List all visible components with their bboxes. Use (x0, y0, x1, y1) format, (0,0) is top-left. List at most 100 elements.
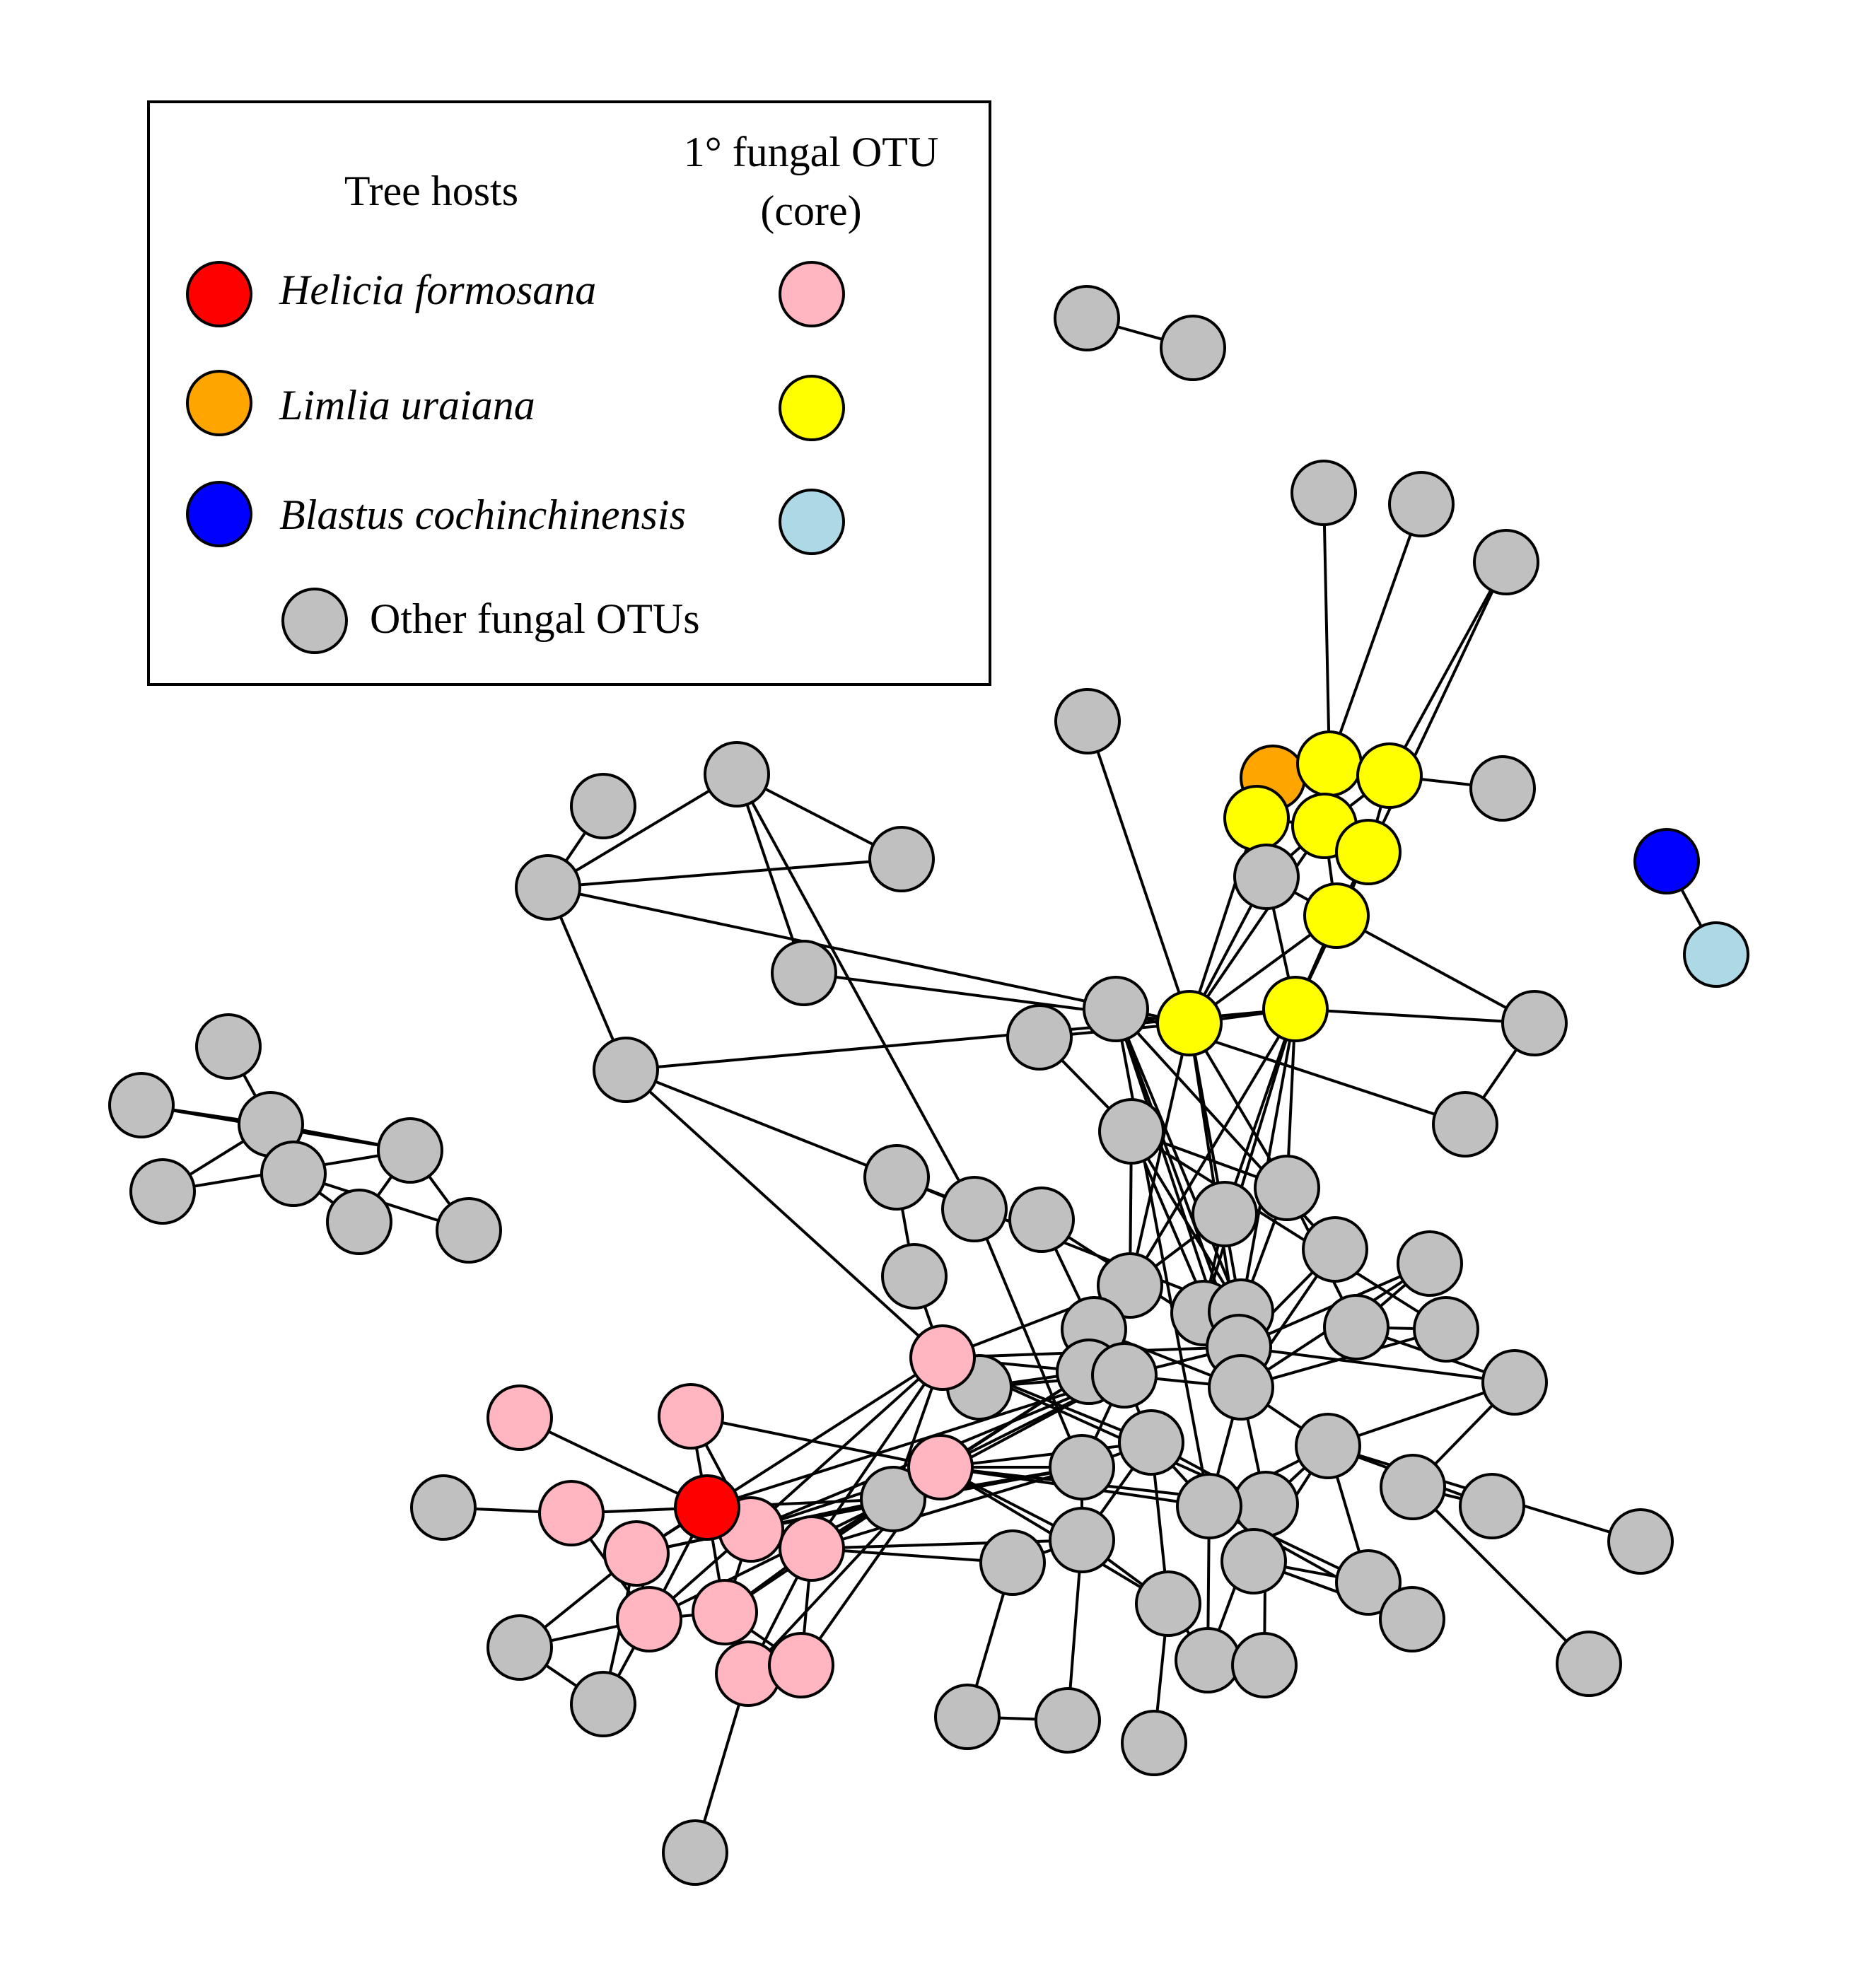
network-node-other (1035, 1687, 1101, 1754)
network-node-other (129, 1158, 196, 1225)
network-edge (706, 1374, 1125, 1509)
network-node-other (1481, 1349, 1548, 1416)
network-node-other (1192, 1181, 1258, 1247)
legend-helicia-host-swatch (186, 261, 252, 327)
network-node-other (1233, 1471, 1299, 1537)
network-node-other (860, 1466, 926, 1532)
network-node-other (1220, 1528, 1287, 1594)
network-node-other (436, 1197, 502, 1264)
network-node-other (1302, 1216, 1368, 1283)
network-node-other (1160, 315, 1226, 381)
legend-limlia-host-swatch (186, 370, 252, 436)
network-node-other (934, 1684, 1001, 1750)
network-edge (1129, 1022, 1191, 1286)
network-edge (519, 1416, 708, 1509)
network-edge (624, 1068, 944, 1359)
network-node-limlia-core (1356, 742, 1423, 809)
network-node-other (1006, 1004, 1073, 1071)
network-edge (547, 858, 902, 889)
network-node-other (1054, 688, 1121, 754)
network-node-other (1388, 471, 1455, 537)
network-node-other (1291, 460, 1357, 526)
network-node-limlia-core (1262, 976, 1329, 1042)
network-node-other (377, 1117, 443, 1184)
network-node-other (1432, 1091, 1498, 1158)
network-edge (1322, 492, 1331, 764)
network-node-other (1233, 844, 1300, 910)
network-edge (1114, 1008, 1242, 1312)
network-node-other (868, 826, 935, 892)
network-node-other (570, 773, 636, 839)
network-edge (690, 1415, 941, 1469)
network-node-helicia-core (603, 1520, 670, 1587)
network-node-other (1295, 1413, 1361, 1479)
network-edge (1411, 1486, 1590, 1665)
legend-box (147, 100, 991, 686)
network-node-other (863, 1144, 930, 1211)
network-edge (811, 1547, 1013, 1564)
network-node-blastus-core (1683, 921, 1749, 988)
network-node-other (1135, 1570, 1201, 1637)
network-node-other (1254, 1155, 1320, 1221)
network-node-other (1083, 976, 1149, 1042)
network-node-other (1175, 1627, 1241, 1693)
network-node-limlia-core (1223, 785, 1290, 851)
network-edge (1295, 1008, 1535, 1025)
network-edge (735, 774, 976, 1210)
network-node-helicia-core (907, 1434, 974, 1500)
network-edge (625, 1068, 897, 1179)
legend-core-heading-line2: (core) (760, 187, 861, 234)
legend-other-otu-swatch (281, 588, 348, 654)
network-edge (1240, 1008, 1297, 1312)
legend-blastus-core-swatch (779, 489, 845, 555)
legend-limlia-core-swatch (779, 375, 845, 441)
network-node-other (1469, 755, 1536, 822)
network-node-other (881, 1243, 948, 1310)
network-node-other (771, 940, 837, 1006)
legend-other-otu-label: Other fungal OTUs (370, 595, 700, 642)
network-node-other (1323, 1294, 1389, 1360)
network-edge (1188, 824, 1326, 1025)
network-node-helicia-core (487, 1384, 553, 1451)
network-node-helicia-host (674, 1474, 740, 1541)
network-node-other (326, 1189, 392, 1255)
network-node-limlia-core (1156, 990, 1223, 1056)
network-node-other (1097, 1252, 1163, 1319)
network-node-other (487, 1614, 553, 1681)
legend-core-heading-line1: 1° fungal OTU (684, 129, 939, 175)
network-edge (1086, 721, 1191, 1024)
network-node-other (1121, 1710, 1187, 1776)
legend-helicia-label: Helicia formosana (279, 267, 596, 313)
network-edge (648, 1498, 894, 1621)
network-edge (1336, 914, 1535, 1025)
network-node-other (1501, 990, 1568, 1056)
legend-helicia-core-swatch (779, 261, 845, 327)
network-node-other (1091, 1342, 1158, 1409)
network-node-blastus-host (1633, 828, 1700, 894)
network-node-other (704, 741, 770, 807)
network-node-other (1049, 1507, 1115, 1573)
legend-blastus-host-swatch (186, 481, 252, 547)
network-node-helicia-core (658, 1383, 724, 1450)
network-node-other (1118, 1409, 1184, 1476)
network-edge (811, 1466, 1083, 1550)
network-node-other (662, 1819, 728, 1886)
network-node-other (260, 1141, 327, 1207)
legend-tree-hosts-heading: Tree hosts (344, 168, 518, 214)
network-node-other (1380, 1454, 1446, 1520)
network-edge (1388, 561, 1508, 776)
network-node-other (1335, 1549, 1402, 1616)
network-edge (940, 1441, 1152, 1469)
network-node-other (515, 854, 581, 921)
network-edge (547, 773, 738, 889)
network-node-helicia-core (538, 1480, 605, 1546)
network-node-other (1176, 1473, 1242, 1539)
network-nodes (108, 285, 1749, 1886)
network-node-helicia-core (616, 1586, 682, 1652)
network-node-other (1008, 1186, 1075, 1253)
network-edge (1240, 1328, 1447, 1389)
network-node-other (1208, 1354, 1274, 1421)
network-node-other (1098, 1098, 1165, 1165)
network-node-other (570, 1671, 636, 1737)
